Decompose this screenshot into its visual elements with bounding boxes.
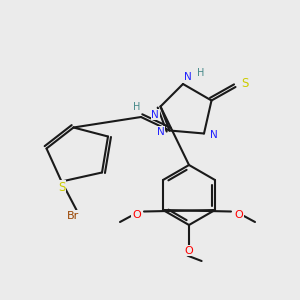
Text: O: O — [132, 209, 141, 220]
Text: H: H — [197, 68, 205, 79]
Text: N: N — [210, 130, 218, 140]
Text: S: S — [241, 77, 248, 90]
Text: N: N — [152, 110, 159, 120]
Text: N: N — [157, 127, 164, 137]
Text: O: O — [234, 209, 243, 220]
Text: Br: Br — [68, 211, 80, 221]
Text: H: H — [133, 102, 140, 112]
Text: N: N — [184, 71, 191, 82]
Text: S: S — [58, 181, 65, 194]
Text: O: O — [184, 245, 194, 256]
